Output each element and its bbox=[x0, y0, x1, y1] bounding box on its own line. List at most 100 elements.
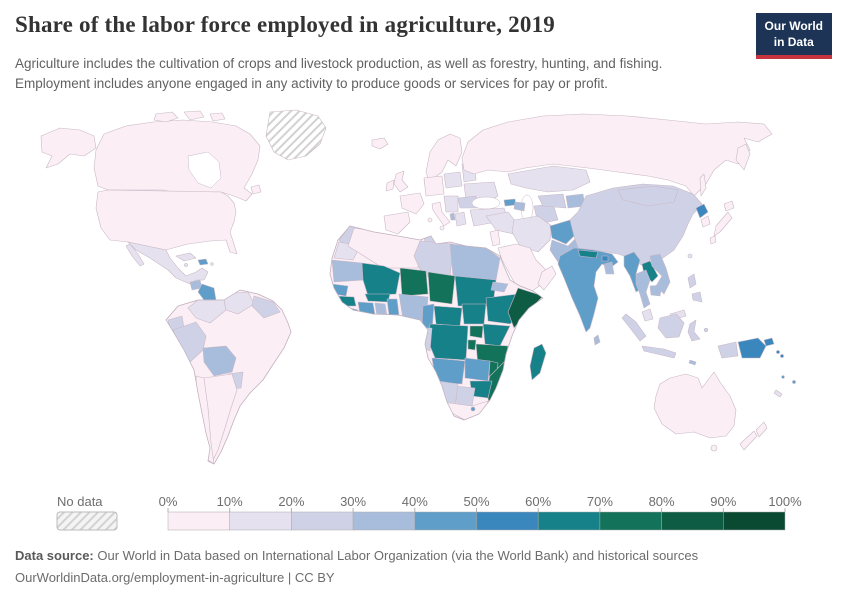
country-fiji[interactable] bbox=[792, 380, 796, 384]
country-mexico-baja[interactable] bbox=[125, 243, 145, 267]
country-indonesia-sumatra[interactable] bbox=[621, 313, 647, 342]
country-new-caledonia[interactable] bbox=[773, 389, 783, 398]
country-solomon-islands-2[interactable] bbox=[780, 354, 784, 358]
country-solomon-islands[interactable] bbox=[776, 350, 780, 354]
country-venezuela[interactable] bbox=[222, 291, 255, 315]
country-mali[interactable] bbox=[361, 262, 401, 297]
country-thailand[interactable] bbox=[635, 269, 651, 309]
country-bhutan[interactable] bbox=[601, 255, 609, 262]
country-balkans[interactable] bbox=[443, 195, 459, 213]
country-cambodia[interactable] bbox=[649, 284, 663, 297]
country-australia-tasmania[interactable] bbox=[710, 444, 718, 452]
country-canada-newfoundland[interactable] bbox=[250, 184, 262, 195]
country-indonesia-borneo[interactable] bbox=[657, 313, 685, 339]
country-egypt[interactable] bbox=[449, 243, 501, 281]
country-north-korea[interactable] bbox=[695, 203, 709, 219]
country-angola[interactable] bbox=[431, 357, 466, 385]
country-timor[interactable] bbox=[688, 359, 697, 366]
legend-cell-80-90[interactable] bbox=[661, 511, 724, 531]
country-sri-lanka[interactable] bbox=[593, 334, 601, 346]
country-russia-sakhalin[interactable] bbox=[699, 173, 707, 197]
country-azerbaijan[interactable] bbox=[513, 201, 526, 212]
country-senegal[interactable] bbox=[331, 283, 349, 297]
country-alaska[interactable] bbox=[40, 127, 97, 169]
country-canada[interactable] bbox=[93, 119, 261, 202]
country-togo-benin[interactable] bbox=[386, 298, 400, 316]
country-indonesia-sulawesi[interactable] bbox=[687, 319, 701, 342]
country-jamaica[interactable] bbox=[184, 263, 188, 267]
chart-url-link[interactable]: OurWorldinData.org/employment-in-agricul… bbox=[15, 570, 285, 586]
country-honduras-nicaragua[interactable] bbox=[197, 283, 217, 301]
country-russia[interactable] bbox=[461, 113, 773, 197]
legend-cell-40-50[interactable] bbox=[414, 511, 477, 531]
country-scandinavia[interactable] bbox=[425, 133, 463, 179]
country-niger[interactable] bbox=[399, 267, 429, 297]
country-burkina-faso[interactable] bbox=[364, 293, 391, 303]
country-iceland[interactable] bbox=[371, 137, 389, 150]
country-dr-congo[interactable] bbox=[427, 323, 469, 361]
country-central-african-republic[interactable] bbox=[433, 305, 463, 327]
country-vietnam[interactable] bbox=[649, 253, 671, 295]
country-nepal[interactable] bbox=[577, 249, 599, 259]
country-poland[interactable] bbox=[443, 171, 463, 189]
country-papua-new-guinea[interactable] bbox=[737, 337, 775, 359]
country-france[interactable] bbox=[399, 192, 425, 215]
country-mongolia[interactable] bbox=[617, 185, 679, 207]
legend-cell-90-100[interactable] bbox=[723, 511, 786, 531]
country-iran[interactable] bbox=[511, 215, 553, 253]
country-puerto-rico[interactable] bbox=[210, 262, 214, 266]
country-south-sudan[interactable] bbox=[461, 303, 487, 325]
legend-cell-0-10[interactable] bbox=[167, 511, 230, 531]
country-albania[interactable] bbox=[449, 212, 456, 221]
country-zambia[interactable] bbox=[464, 357, 491, 382]
country-kazakhstan[interactable] bbox=[507, 165, 591, 193]
country-japan[interactable] bbox=[709, 200, 735, 245]
country-georgia[interactable] bbox=[503, 198, 517, 207]
country-russia-kamchatka[interactable] bbox=[735, 143, 751, 171]
country-canada-arctic-islands[interactable] bbox=[153, 110, 226, 123]
country-south-korea[interactable] bbox=[700, 215, 711, 228]
country-madagascar[interactable] bbox=[529, 343, 547, 381]
country-new-zealand[interactable] bbox=[739, 421, 768, 451]
country-cuba[interactable] bbox=[175, 252, 197, 262]
legend-cell-10-20[interactable] bbox=[229, 511, 292, 531]
owid-logo[interactable]: Our World in Data bbox=[755, 13, 832, 60]
country-germany-central-europe[interactable] bbox=[423, 175, 445, 197]
country-indonesia-java[interactable] bbox=[641, 345, 677, 359]
country-greece[interactable] bbox=[454, 211, 467, 227]
country-chad[interactable] bbox=[427, 271, 456, 305]
legend-no-data-swatch[interactable] bbox=[56, 511, 118, 531]
country-italy-sicily[interactable] bbox=[439, 225, 445, 231]
legend-cell-50-60[interactable] bbox=[476, 511, 539, 531]
country-namibia[interactable] bbox=[437, 380, 459, 407]
country-india[interactable] bbox=[557, 247, 619, 333]
license-link[interactable]: CC BY bbox=[294, 570, 335, 586]
country-united-states[interactable] bbox=[95, 189, 238, 255]
country-uganda[interactable] bbox=[469, 325, 484, 339]
country-bolivia[interactable] bbox=[202, 345, 237, 377]
country-botswana[interactable] bbox=[454, 385, 476, 407]
country-italy-sardinia[interactable] bbox=[427, 217, 433, 223]
country-mexico[interactable] bbox=[127, 241, 209, 285]
country-indonesia-west-papua[interactable] bbox=[717, 341, 739, 359]
country-indonesia-moluccas[interactable] bbox=[703, 327, 709, 333]
country-lesotho[interactable] bbox=[470, 406, 476, 412]
country-uzbekistan[interactable] bbox=[537, 193, 567, 209]
country-rwanda-burundi[interactable] bbox=[467, 339, 477, 351]
country-ireland[interactable] bbox=[385, 179, 395, 192]
country-united-kingdom[interactable] bbox=[393, 170, 409, 193]
country-vanuatu[interactable] bbox=[781, 375, 785, 379]
country-oman[interactable] bbox=[537, 265, 557, 291]
country-taiwan[interactable] bbox=[687, 253, 693, 259]
legend-cell-70-80[interactable] bbox=[599, 511, 662, 531]
legend-cell-20-30[interactable] bbox=[291, 511, 354, 531]
legend-cell-60-70[interactable] bbox=[537, 511, 601, 531]
country-spain-portugal[interactable] bbox=[383, 211, 411, 235]
country-eritrea[interactable] bbox=[490, 281, 509, 293]
country-philippines[interactable] bbox=[687, 273, 703, 303]
country-israel-jordan[interactable] bbox=[489, 229, 501, 247]
country-australia[interactable] bbox=[653, 371, 737, 439]
country-greenland[interactable] bbox=[265, 109, 327, 161]
country-guyana-suriname[interactable] bbox=[251, 295, 281, 319]
legend-cell-30-40[interactable] bbox=[352, 511, 416, 531]
